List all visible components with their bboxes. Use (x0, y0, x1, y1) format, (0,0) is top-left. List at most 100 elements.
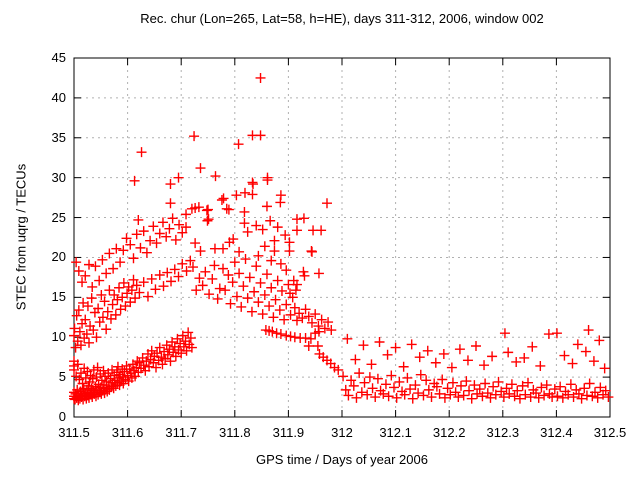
data-point-marker (170, 234, 181, 245)
data-point-marker (321, 198, 332, 209)
data-point-marker (520, 389, 531, 400)
x-tick-label: 311.9 (272, 425, 305, 440)
data-point-marker (126, 285, 137, 296)
data-point-marker (112, 294, 123, 305)
data-point-marker (138, 226, 149, 237)
data-point-marker (104, 248, 115, 259)
data-point-marker (583, 325, 594, 336)
data-point-marker (499, 328, 510, 339)
data-point-marker (504, 388, 515, 399)
x-tick-label: 312.2 (432, 425, 466, 440)
data-point-marker (229, 257, 240, 268)
data-point-marker (603, 392, 614, 403)
data-point-marker (426, 392, 437, 403)
data-point-marker (101, 268, 112, 279)
data-point-marker (380, 379, 391, 390)
y-tick-label: 0 (58, 409, 66, 424)
data-point-marker (183, 327, 194, 338)
data-point-marker (275, 197, 286, 208)
data-point-marker (372, 373, 383, 384)
data-point-marker (201, 205, 212, 216)
data-point-marker (115, 257, 126, 268)
data-point-marker (190, 202, 201, 213)
data-point-marker (289, 332, 300, 343)
data-point-marker (239, 187, 250, 198)
data-point-marker (271, 328, 282, 339)
data-point-marker (131, 280, 142, 291)
data-point-marker (177, 227, 188, 238)
data-point-marker (552, 391, 563, 402)
data-point-marker (164, 223, 175, 234)
data-point-marker (563, 389, 574, 400)
data-point-marker (239, 206, 250, 217)
data-point-marker (75, 340, 86, 351)
data-point-marker (195, 246, 206, 257)
data-point-marker (207, 273, 218, 284)
data-point-marker (134, 287, 145, 298)
data-point-marker (101, 324, 112, 335)
data-point-marker (108, 383, 119, 394)
data-point-marker (158, 281, 169, 292)
data-point-marker (581, 390, 592, 401)
data-point-marker (88, 325, 99, 336)
data-point-marker (285, 331, 296, 342)
data-point-marker (233, 139, 244, 150)
data-point-marker (281, 265, 292, 276)
data-point-marker (310, 309, 321, 320)
data-point-marker (512, 385, 523, 396)
data-point-marker (496, 386, 507, 397)
data-point-marker (84, 259, 95, 270)
data-point-marker (90, 261, 101, 272)
data-point-marker (390, 342, 401, 353)
data-point-marker (480, 378, 491, 389)
data-point-marker (262, 175, 273, 186)
data-point-marker (422, 345, 433, 356)
x-tick-label: 311.5 (58, 425, 90, 440)
data-point-marker (268, 312, 279, 323)
data-point-marker (269, 235, 280, 246)
data-point-marker (169, 264, 180, 275)
data-point-marker (86, 293, 97, 304)
data-point-marker (430, 357, 441, 368)
data-point-marker (466, 393, 477, 404)
data-point-marker (414, 352, 425, 363)
data-point-marker (316, 225, 327, 236)
data-point-marker (253, 250, 264, 261)
data-point-marker (386, 370, 397, 381)
data-point-marker (165, 179, 176, 190)
data-point-marker (173, 271, 184, 282)
data-point-marker (162, 349, 173, 360)
x-tick-label: 311.6 (111, 425, 144, 440)
y-tick-label: 30 (51, 169, 66, 185)
data-point-marker (71, 257, 82, 268)
chart-title: Rec. chur (Lon=265, Lat=58, h=HE), days … (140, 11, 544, 26)
data-point-marker (236, 301, 247, 312)
data-point-marker (469, 380, 480, 391)
data-point-marker (141, 247, 152, 258)
data-point-marker (240, 254, 251, 265)
data-point-marker (96, 289, 107, 300)
y-tick-label: 10 (51, 329, 66, 345)
y-tick-label: 15 (51, 289, 66, 305)
data-point-marker (242, 293, 253, 304)
data-point-marker (423, 384, 434, 395)
data-point-marker (418, 390, 429, 401)
data-point-marker (356, 387, 367, 398)
data-point-marker (223, 204, 234, 215)
data-point-marker (439, 392, 450, 403)
data-point-marker (280, 230, 291, 241)
data-point-marker (303, 340, 314, 351)
data-point-marker (291, 214, 302, 225)
data-point-marker (527, 341, 538, 352)
data-point-marker (221, 203, 232, 214)
data-point-marker (142, 291, 153, 302)
data-point-marker (313, 326, 324, 337)
data-point-marker (391, 392, 402, 403)
data-point-marker (326, 325, 337, 336)
data-point-marker (227, 277, 238, 288)
data-point-marker (77, 277, 88, 288)
data-point-marker (218, 263, 229, 274)
data-point-marker (364, 372, 375, 383)
data-point-marker (92, 362, 103, 373)
data-point-marker (525, 392, 536, 403)
